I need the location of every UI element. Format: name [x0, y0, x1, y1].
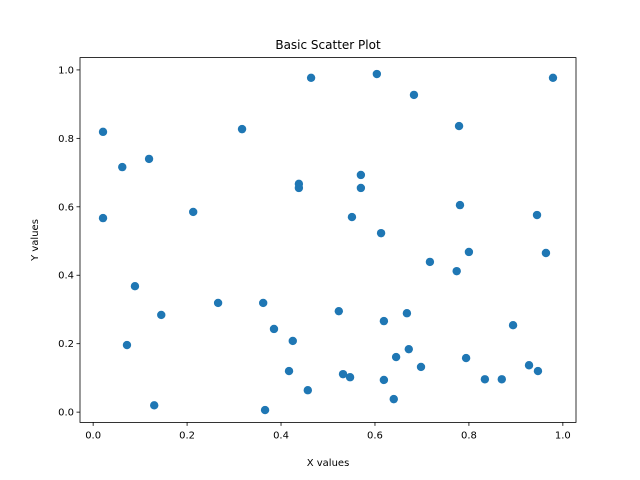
point: [188, 207, 198, 217]
point: [356, 170, 366, 180]
y-axis-label: Y values: [30, 219, 41, 262]
point: [541, 248, 551, 258]
y-tick-label: 0.2: [58, 339, 74, 350]
point: [347, 212, 357, 222]
point: [345, 373, 355, 382]
point: [532, 210, 542, 220]
point: [391, 352, 401, 362]
point: [306, 73, 316, 82]
y-tick-label: 0.8: [58, 134, 74, 145]
x-tick-label: 0.0: [85, 430, 101, 441]
chart-title: Basic Scatter Plot: [275, 38, 381, 52]
x-tick-label: 0.2: [179, 430, 195, 441]
point: [122, 340, 132, 350]
point: [356, 183, 366, 193]
point: [144, 154, 154, 164]
point: [455, 200, 465, 210]
x-tick-label: 0.8: [461, 430, 477, 441]
x-tick-label: 1.0: [555, 430, 571, 441]
x-tick-label: 0.6: [367, 430, 383, 441]
x-tick-label: 0.4: [273, 430, 289, 441]
y-tick-label: 1.0: [58, 65, 74, 76]
point: [508, 321, 518, 330]
point: [402, 309, 412, 318]
point: [213, 298, 223, 308]
point: [376, 228, 386, 238]
point: [389, 394, 398, 404]
point: [416, 362, 426, 372]
point: [334, 306, 344, 316]
y-tick-label: 0.6: [58, 202, 74, 213]
point: [338, 369, 348, 379]
point: [480, 375, 490, 384]
point: [372, 69, 382, 79]
point: [303, 386, 313, 395]
point: [260, 405, 270, 415]
point: [454, 121, 464, 131]
point: [258, 298, 268, 308]
x-axis-label: X values: [307, 458, 350, 469]
point: [237, 124, 247, 134]
point: [464, 247, 474, 257]
point: [269, 324, 279, 334]
y-tick-label: 0.0: [58, 408, 74, 419]
point: [130, 281, 140, 291]
point: [425, 257, 435, 267]
y-tick-label: 0.4: [58, 271, 74, 282]
point: [157, 310, 166, 320]
point: [404, 344, 413, 354]
axes-frame: [79, 57, 577, 423]
point: [461, 353, 471, 363]
point: [524, 361, 534, 370]
point: [409, 90, 419, 100]
point: [294, 183, 304, 193]
point: [150, 401, 159, 410]
point: [288, 336, 297, 346]
point: [284, 366, 294, 376]
point: [497, 375, 506, 384]
point: [548, 73, 558, 82]
point: [379, 316, 389, 326]
point: [118, 162, 127, 172]
point: [98, 213, 108, 223]
point: [379, 375, 389, 385]
point: [533, 366, 543, 376]
point: [452, 266, 461, 276]
point: [98, 127, 108, 137]
